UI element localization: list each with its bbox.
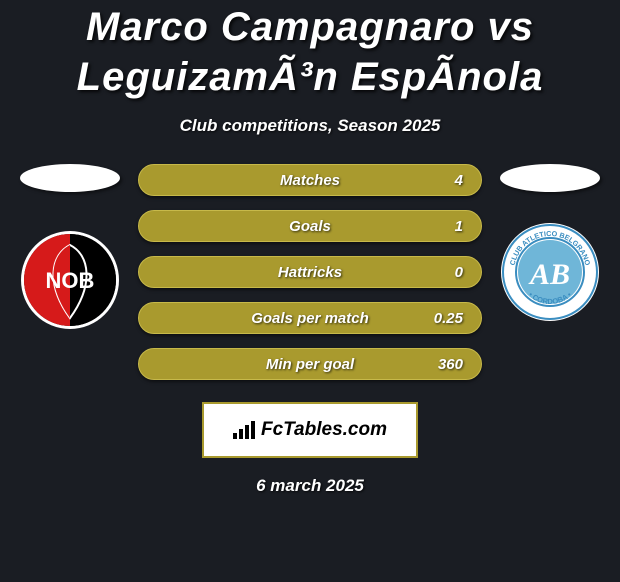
right-club-badge: CLUB ATLETICO BELGRANO • CORDOBA • AB [500, 222, 600, 322]
subtitle: Club competitions, Season 2025 [10, 116, 610, 136]
bar-chart-icon [233, 421, 255, 439]
stat-pill-hattricks: Hattricks 0 [138, 256, 482, 288]
right-side: CLUB ATLETICO BELGRANO • CORDOBA • AB [490, 164, 610, 322]
stat-value: 0.25 [434, 310, 463, 327]
belgrano-badge-icon: CLUB ATLETICO BELGRANO • CORDOBA • AB [500, 222, 600, 322]
left-club-badge: NOB [20, 230, 120, 330]
nob-badge-icon: NOB [20, 230, 120, 330]
stat-value: 360 [438, 356, 463, 373]
date-text: 6 march 2025 [10, 476, 610, 496]
stat-value: 0 [455, 264, 463, 281]
stats-column: Matches 4 Goals 1 Hattricks 0 Goals per … [130, 164, 490, 380]
brand-text: FcTables.com [261, 419, 387, 441]
svg-text:NOB: NOB [46, 268, 95, 293]
stat-pill-min-per-goal: Min per goal 360 [138, 348, 482, 380]
stat-label: Goals [289, 218, 331, 235]
comparison-title: Marco Campagnaro vs LeguizamÃ³n EspÃ­nol… [10, 2, 610, 102]
right-player-oval [500, 164, 600, 192]
left-player-oval [20, 164, 120, 192]
stat-value: 1 [455, 218, 463, 235]
stat-label: Hattricks [278, 264, 342, 281]
stat-pill-goals: Goals 1 [138, 210, 482, 242]
content-row: NOB Matches 4 Goals 1 Hattricks 0 Goals … [10, 164, 610, 380]
svg-text:AB: AB [528, 258, 570, 291]
stat-label: Matches [280, 172, 340, 189]
left-side: NOB [10, 164, 130, 330]
brand-box[interactable]: FcTables.com [202, 402, 418, 458]
stat-pill-goals-per-match: Goals per match 0.25 [138, 302, 482, 334]
stat-pill-matches: Matches 4 [138, 164, 482, 196]
stat-label: Goals per match [251, 310, 369, 327]
stat-value: 4 [455, 172, 463, 189]
stat-label: Min per goal [266, 356, 354, 373]
